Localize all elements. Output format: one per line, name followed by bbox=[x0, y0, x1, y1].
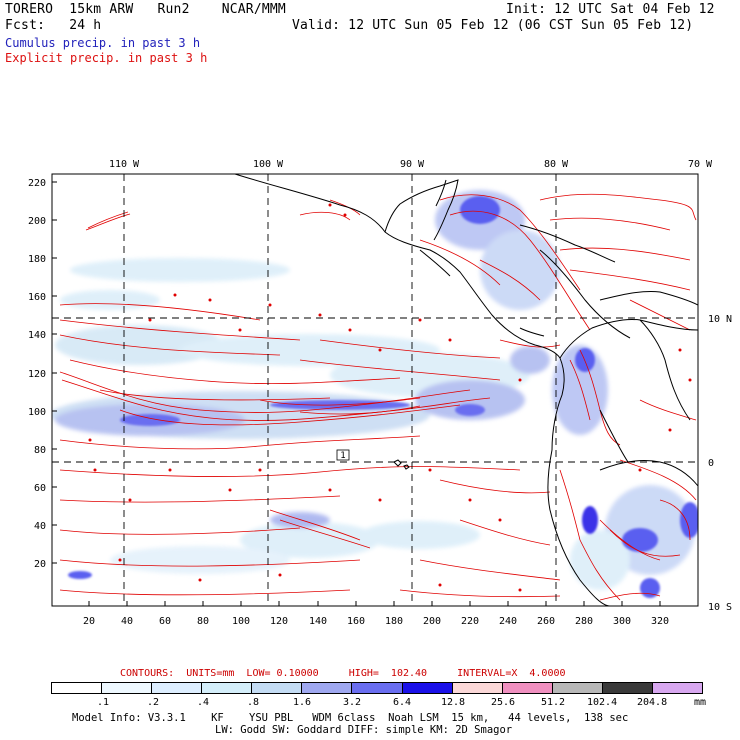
legend-swatch bbox=[502, 683, 553, 693]
legend-swatch bbox=[552, 683, 603, 693]
header-title: TORERO 15km ARW Run2 NCAR/MMM bbox=[5, 2, 286, 17]
axis-ticks bbox=[52, 181, 661, 606]
x-tick-label: 240 bbox=[499, 616, 517, 627]
lon-label-110w: 110 W bbox=[109, 159, 140, 170]
y-tick-label: 160 bbox=[28, 292, 46, 303]
precip-field bbox=[52, 190, 698, 601]
lat-label-10s: 10 S bbox=[708, 602, 732, 613]
galapagos-islands bbox=[393, 459, 410, 470]
init-time: Init: 12 UTC Sat 04 Feb 12 bbox=[506, 2, 715, 17]
y-tick-label: 200 bbox=[28, 216, 46, 227]
map-frame bbox=[51, 173, 699, 607]
x-tick-label: 260 bbox=[537, 616, 555, 627]
legend-swatch bbox=[452, 683, 503, 693]
ship-marker-label: 1 bbox=[340, 451, 345, 461]
x-tick-label: 100 bbox=[232, 616, 250, 627]
legend-label: .8 bbox=[247, 697, 260, 708]
lat-label-10n: 10 N bbox=[708, 314, 732, 325]
y-tick-label: 140 bbox=[28, 330, 46, 341]
x-tick-label: 320 bbox=[651, 616, 669, 627]
legend-swatch bbox=[402, 683, 453, 693]
model-info-line2: LW: Godd SW: Goddard DIFF: simple KM: 2D… bbox=[215, 724, 513, 736]
x-tick-label: 220 bbox=[461, 616, 479, 627]
legend-label: 102.4 bbox=[587, 697, 618, 708]
field-label-cumulus: Cumulus precip. in past 3 h bbox=[5, 36, 201, 50]
forecast-hour: Fcst: 24 h bbox=[5, 18, 102, 33]
x-tick-label: 20 bbox=[83, 616, 95, 627]
legend-swatch bbox=[202, 683, 253, 693]
legend-label: 3.2 bbox=[343, 697, 362, 708]
lon-label-70w: 70 W bbox=[688, 159, 713, 170]
valid-time: Valid: 12 UTC Sun 05 Feb 12 (06 CST Sun … bbox=[292, 18, 694, 33]
field-label-explicit: Explicit precip. in past 3 h bbox=[5, 51, 208, 65]
x-tick-label: 80 bbox=[197, 616, 209, 627]
x-tick-label: 300 bbox=[613, 616, 631, 627]
legend-label: .1 bbox=[97, 697, 110, 708]
legend-label: 25.6 bbox=[491, 697, 516, 708]
x-tick-label: 40 bbox=[121, 616, 133, 627]
legend-label: .4 bbox=[197, 697, 210, 708]
y-tick-label: 80 bbox=[34, 445, 46, 456]
precip-color-legend bbox=[51, 682, 703, 694]
ship-marker-box bbox=[336, 449, 350, 461]
legend-swatch bbox=[652, 683, 703, 693]
legend-label: 1.6 bbox=[293, 697, 312, 708]
x-tick-label: 140 bbox=[309, 616, 327, 627]
x-tick-label: 120 bbox=[270, 616, 288, 627]
y-tick-label: 60 bbox=[34, 483, 46, 494]
x-tick-label: 280 bbox=[575, 616, 593, 627]
legend-swatch bbox=[352, 683, 403, 693]
y-tick-label: 220 bbox=[28, 178, 46, 189]
coastlines bbox=[234, 174, 698, 606]
legend-label: .2 bbox=[147, 697, 160, 708]
lon-label-80w: 80 W bbox=[544, 159, 569, 170]
legend-label: 12.8 bbox=[441, 697, 466, 708]
legend-swatch bbox=[302, 683, 353, 693]
y-tick-label: 40 bbox=[34, 521, 46, 532]
legend-label: 51.2 bbox=[541, 697, 566, 708]
lat-label-0: 0 bbox=[708, 458, 714, 469]
lat-lon-grid bbox=[52, 174, 698, 606]
x-tick-label: 160 bbox=[347, 616, 365, 627]
model-info-line1: Model Info: V3.3.1 KF YSU PBL WDM 6class… bbox=[72, 712, 629, 724]
legend-units: mm bbox=[694, 697, 707, 708]
legend-swatch bbox=[252, 683, 303, 693]
y-tick-label: 180 bbox=[28, 254, 46, 265]
legend-label: 6.4 bbox=[393, 697, 412, 708]
y-tick-label: 100 bbox=[28, 407, 46, 418]
x-tick-label: 200 bbox=[423, 616, 441, 627]
legend-swatch bbox=[602, 683, 653, 693]
contour-info: CONTOURS: UNITS=mm LOW= 0.10000 HIGH= 10… bbox=[120, 668, 566, 679]
lon-label-100w: 100 W bbox=[253, 159, 284, 170]
x-tick-label: 180 bbox=[385, 616, 403, 627]
legend-label: 204.8 bbox=[637, 697, 668, 708]
lon-label-90w: 90 W bbox=[400, 159, 425, 170]
y-tick-label: 20 bbox=[34, 559, 46, 570]
legend-swatch bbox=[52, 683, 103, 693]
x-tick-label: 60 bbox=[159, 616, 171, 627]
legend-swatch bbox=[102, 683, 153, 693]
y-tick-label: 120 bbox=[28, 369, 46, 380]
legend-labels: .1 .2 .4 .8 1.6 3.2 6.4 12.8 25.6 51.2 1… bbox=[51, 697, 707, 709]
legend-swatch bbox=[152, 683, 203, 693]
